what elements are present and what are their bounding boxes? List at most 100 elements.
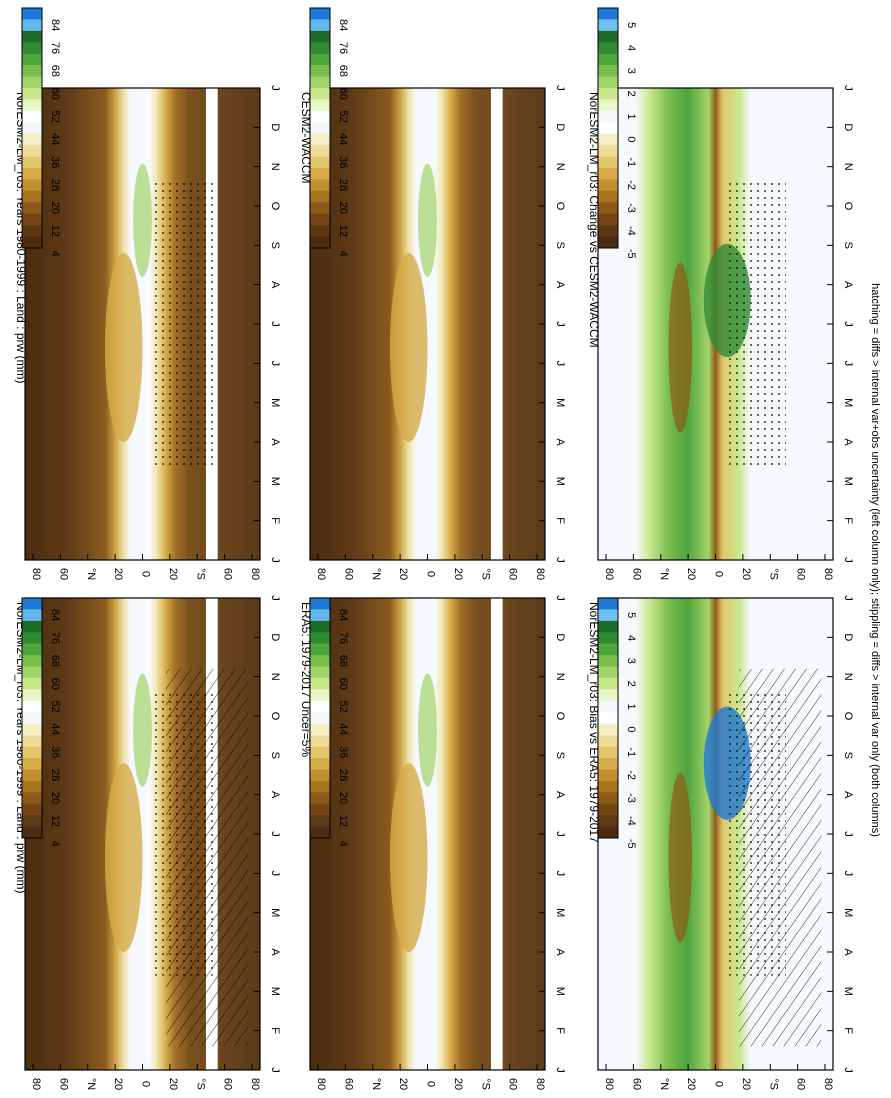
colorbar-swatch [598,723,618,736]
colorbar-swatch [598,225,618,238]
lat-tick-label: 0 [425,571,437,577]
footnote: hatching = diffs > internal var+obs unce… [869,283,881,837]
month-tick-label: J [269,321,281,327]
colorbar-swatch [22,815,42,828]
colorbar-label: 44 [337,133,349,145]
lat-tick-label: 20 [452,1078,464,1090]
lat-tick-label: 80 [822,1078,834,1090]
lat-tick-label: 60 [507,568,519,580]
colorbar-swatch [598,236,618,249]
colorbar-swatch [310,168,330,180]
lat-tick-label: 0 [425,1081,437,1087]
colorbar-frame [597,7,619,249]
colorbar-label: 20 [49,202,61,214]
lat-tick-label: 20 [740,1078,752,1090]
colorbar-label: 28 [337,179,349,191]
lat-tick-label: 80 [249,568,261,580]
month-tick-label: J [554,1067,566,1073]
colorbar-label: 5 [625,612,637,618]
month-tick-label: J [269,871,281,877]
colorbar-swatch [598,746,618,759]
lat-tick-label: 20 [397,568,409,580]
month-tick-label: J [842,595,854,601]
month-tick-label: D [842,123,854,131]
colorbar-label: 68 [337,655,349,667]
colorbar-swatch [22,30,42,43]
colorbar-label: 44 [337,723,349,735]
lat-tick-label: °S [194,1078,206,1090]
colorbar-swatch [310,792,330,805]
colorbar-label: 44 [49,723,61,735]
lat-tick-label: 80 [30,1078,42,1090]
colorbar-frame [21,597,43,839]
tropical-maximum [418,673,437,787]
lat-tick-label: 60 [630,568,642,580]
month-tick-label: O [269,202,281,211]
colorbar-swatch [598,30,618,43]
colorbar-swatch [310,190,330,203]
colorbar-label: 28 [337,769,349,781]
month-tick-label: A [554,791,566,799]
colorbar-swatch [310,133,330,146]
month-tick-label: O [842,712,854,721]
month-tick-label: A [842,791,854,799]
lat-tick-label: 60 [795,568,807,580]
month-tick-label: N [554,163,566,171]
colorbar-label: 4 [49,841,61,847]
colorbar-label: 68 [337,65,349,77]
colorbar-swatch [22,133,42,146]
panel-3: 80 60 °N 20 0 20 °S 60 80JFMAMJJASONDJNorESM2-LM… [587,595,854,1090]
colorbar-label: 28 [49,769,61,781]
lat-tick-label: 60 [342,1078,354,1090]
lat-tick-label: 60 [795,1078,807,1090]
month-tick-label: A [842,948,854,956]
month-tick-label: F [554,517,566,524]
colorbar-swatch [22,145,42,158]
colorbar-swatch [310,746,330,759]
lat-tick-label: 20 [685,1078,697,1090]
diff-extreme [668,772,692,943]
colorbar-swatch [598,643,618,656]
colorbar-swatch [22,792,42,805]
colorbar-swatch [22,168,42,180]
colorbar-label: 52 [49,700,61,712]
colorbar-swatch [598,190,618,203]
month-tick-label: F [842,1027,854,1034]
colorbar-swatch [310,8,330,20]
colorbar-swatch [22,236,42,249]
colorbar-swatch [598,179,618,192]
seasonal-band [389,763,428,952]
month-tick-label: A [269,438,281,446]
colorbar-label: 36 [49,156,61,168]
month-tick-label: A [842,281,854,289]
colorbar-swatch [310,225,330,238]
colorbar-1: 84 76 68 60 52 44 36 28 20 12 4 [21,597,61,847]
month-tick-label: S [842,752,854,759]
colorbar-2: 84 76 68 60 52 44 36 28 20 12 4 [309,597,349,847]
colorbar-swatch [22,735,42,748]
colorbar-4: 84 76 68 60 52 44 36 28 20 12 4 [21,7,61,257]
lat-tick-label: °S [194,568,206,580]
month-tick-label: M [842,477,854,486]
colorbar-frame [21,7,43,249]
colorbar-swatch [310,712,330,725]
colorbar-label: 0 [625,726,637,732]
month-tick-label: M [842,987,854,996]
colorbar-swatch [598,700,618,713]
lat-tick-label: °S [479,1078,491,1090]
colorbar-swatch [598,202,618,215]
colorbar-swatch [598,803,618,816]
month-tick-label: M [269,987,281,996]
colorbar-swatch [22,179,42,192]
lat-tick-label: 20 [112,1078,124,1090]
colorbar-label: -4 [625,816,637,826]
month-tick-label: J [842,321,854,327]
colorbar-label: 12 [49,815,61,827]
month-tick-label: J [269,1067,281,1073]
lat-tick-label: 60 [222,568,234,580]
lat-tick-label: 60 [57,1078,69,1090]
month-tick-label: M [269,398,281,407]
colorbar-swatch [22,99,42,112]
